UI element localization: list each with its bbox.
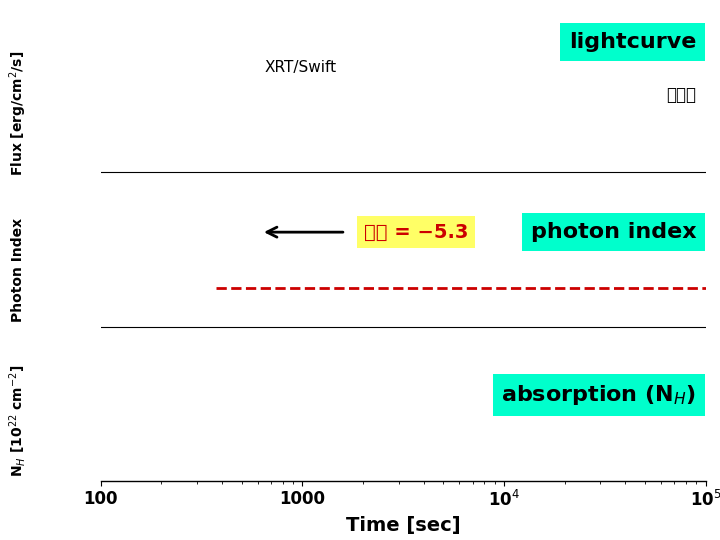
Text: ベキ = −5.3: ベキ = −5.3 bbox=[364, 222, 468, 241]
Text: XRT/Swift: XRT/Swift bbox=[264, 60, 336, 75]
Text: すざく: すざく bbox=[667, 86, 696, 104]
Text: lightcurve: lightcurve bbox=[569, 32, 696, 52]
Text: Flux [erg/cm$^2$/s]: Flux [erg/cm$^2$/s] bbox=[7, 51, 29, 176]
Text: Photon Index: Photon Index bbox=[11, 218, 25, 322]
Text: absorption (N$_H$): absorption (N$_H$) bbox=[501, 383, 696, 407]
Text: N$_H$ [10$^{22}$ cm$^{-2}$]: N$_H$ [10$^{22}$ cm$^{-2}$] bbox=[7, 365, 29, 477]
Text: photon index: photon index bbox=[531, 222, 696, 242]
X-axis label: Time [sec]: Time [sec] bbox=[346, 516, 461, 535]
